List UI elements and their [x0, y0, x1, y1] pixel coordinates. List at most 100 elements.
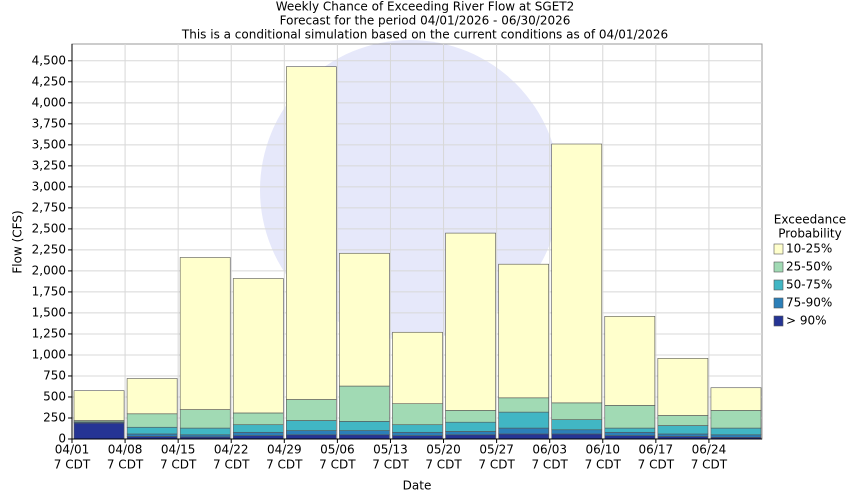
y-tick-label: 2,250	[32, 242, 66, 256]
x-tick-label: 04/08	[108, 443, 143, 457]
x-tick-label: 05/06	[320, 443, 355, 457]
x-tick-sublabel: 7 CDT	[585, 458, 622, 472]
x-tick-sublabel: 7 CDT	[478, 458, 515, 472]
bar-segment	[604, 315, 656, 406]
bar-segment	[445, 410, 496, 423]
bar-segment	[551, 402, 603, 420]
bar-segment	[339, 434, 390, 440]
bar-segment	[126, 433, 178, 437]
x-tick-sublabel: 7 CDT	[213, 458, 250, 472]
x-tick-sublabel: 7 CDT	[107, 458, 144, 472]
bar-segment	[392, 431, 443, 436]
y-tick-label: 250	[43, 410, 66, 424]
chart-title: Weekly Chance of Exceeding River Flow at…	[276, 0, 575, 14]
bar-segment	[657, 358, 709, 416]
bar-segment	[604, 435, 656, 440]
bar-segment	[339, 252, 390, 387]
x-tick-label: 06/10	[585, 443, 620, 457]
y-tick-label: 3,000	[32, 179, 66, 193]
bar-segment	[657, 433, 709, 437]
legend-swatch	[773, 243, 784, 255]
x-tick-sublabel: 7 CDT	[319, 458, 356, 472]
bar-segment	[232, 435, 284, 440]
bar-segment	[73, 422, 125, 440]
bar-segment	[286, 66, 337, 400]
bar-segment	[232, 431, 284, 436]
chart-subtitle: This is a conditional simulation based o…	[181, 28, 668, 42]
legend-title: Probability	[778, 227, 841, 241]
y-tick-label: 500	[43, 389, 66, 403]
bar-segment	[179, 257, 231, 410]
x-tick-label: 04/29	[267, 443, 302, 457]
y-tick-label: 1,250	[32, 326, 66, 340]
y-tick-label: 4,500	[32, 53, 66, 67]
y-tick-label: 1,500	[32, 305, 66, 319]
chart-subtitle: Forecast for the period 04/01/2026 - 06/…	[280, 14, 571, 28]
x-tick-label: 05/20	[426, 443, 461, 457]
y-tick-label: 3,750	[32, 116, 66, 130]
y-tick-label: 2,000	[32, 263, 66, 277]
y-tick-label: 2,750	[32, 200, 66, 214]
bar-segment	[232, 412, 284, 426]
x-tick-sublabel: 7 CDT	[531, 458, 568, 472]
bar-segment	[392, 331, 443, 405]
bar-segment	[445, 421, 496, 432]
legend-label: 25-50%	[786, 260, 832, 274]
bar-segment	[604, 405, 656, 429]
x-tick-label: 06/17	[639, 443, 674, 457]
bar-segment	[392, 403, 443, 426]
bar-segment	[498, 433, 549, 440]
x-tick-label: 05/13	[373, 443, 408, 457]
y-axis-label: Flow (CFS)	[11, 210, 25, 273]
legend-title: Exceedance	[774, 213, 846, 227]
bar-segment	[179, 434, 231, 438]
legend-swatch	[773, 315, 784, 327]
bar-segment	[498, 397, 549, 413]
bar-segment	[126, 413, 178, 428]
bar-segment	[710, 434, 762, 438]
x-tick-label: 06/24	[692, 443, 727, 457]
bar-segment	[710, 410, 762, 429]
x-axis-label: Date	[403, 479, 432, 493]
x-tick-sublabel: 7 CDT	[372, 458, 409, 472]
x-tick-sublabel: 7 CDT	[160, 458, 197, 472]
bar-segment	[657, 425, 709, 435]
bar-segment	[445, 431, 496, 436]
legend-label: 75-90%	[786, 296, 832, 310]
y-tick-label: 0	[58, 432, 66, 446]
bar-segment	[392, 424, 443, 433]
x-tick-label: 05/27	[479, 443, 514, 457]
bar-segment	[551, 143, 603, 404]
legend-label: 50-75%	[786, 278, 832, 292]
bar-segment	[179, 427, 231, 436]
bar-segment	[392, 435, 443, 440]
bar-segment	[551, 419, 603, 431]
x-tick-label: 04/22	[214, 443, 249, 457]
x-tick-sublabel: 7 CDT	[266, 458, 303, 472]
bar-segment	[232, 278, 284, 414]
legend-swatch	[773, 279, 784, 291]
legend-swatch	[773, 297, 784, 309]
x-tick-label: 04/01	[55, 443, 90, 457]
bar-segment	[126, 378, 178, 415]
x-tick-sublabel: 7 CDT	[425, 458, 462, 472]
legend-swatch	[773, 261, 784, 273]
bar-segment	[604, 427, 656, 433]
bar-segment	[286, 434, 337, 440]
bar-segment	[126, 426, 178, 435]
y-tick-label: 1,000	[32, 347, 66, 361]
x-tick-label: 06/03	[532, 443, 567, 457]
x-tick-sublabel: 7 CDT	[638, 458, 675, 472]
y-tick-label: 4,000	[32, 95, 66, 109]
bar-segment	[710, 387, 762, 411]
y-tick-label: 1,750	[32, 284, 66, 298]
bar-segment	[232, 424, 284, 433]
y-tick-label: 750	[43, 368, 66, 382]
bar-segment	[551, 433, 603, 440]
y-tick-label: 4,250	[32, 74, 66, 88]
bar-segment	[604, 431, 656, 436]
bar-segment	[445, 232, 496, 411]
bar-segment	[339, 385, 390, 422]
legend-label: > 90%	[786, 314, 827, 328]
